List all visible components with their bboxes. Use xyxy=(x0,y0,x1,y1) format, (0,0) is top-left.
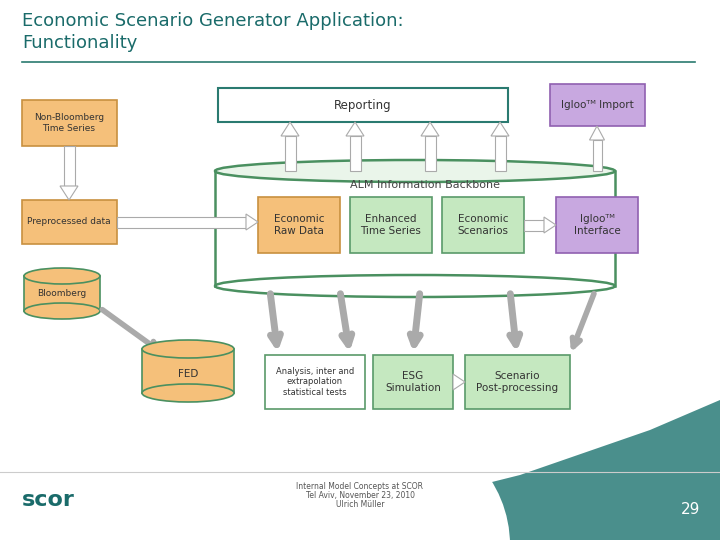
Bar xyxy=(550,84,645,126)
Text: Economic
Raw Data: Economic Raw Data xyxy=(274,214,324,236)
Bar xyxy=(142,349,234,393)
Text: Preprocessed data: Preprocessed data xyxy=(27,218,111,226)
Bar xyxy=(22,100,117,146)
Bar xyxy=(556,197,638,253)
Text: Internal Model Concepts at SCOR: Internal Model Concepts at SCOR xyxy=(297,482,423,491)
Text: ALM Information Backbone: ALM Information Backbone xyxy=(350,180,500,190)
Bar xyxy=(465,355,570,409)
Ellipse shape xyxy=(24,268,100,284)
Polygon shape xyxy=(491,122,509,136)
Bar xyxy=(495,136,505,171)
Text: Non-Bloomberg
Time Series: Non-Bloomberg Time Series xyxy=(34,113,104,133)
Text: scor: scor xyxy=(22,490,75,510)
Text: Ulrich Müller: Ulrich Müller xyxy=(336,500,384,509)
Polygon shape xyxy=(421,122,439,136)
Bar xyxy=(425,136,436,171)
Bar xyxy=(258,197,340,253)
Polygon shape xyxy=(280,400,720,540)
Bar xyxy=(218,88,508,122)
Bar xyxy=(63,146,74,186)
Bar xyxy=(117,217,246,227)
Bar xyxy=(442,197,524,253)
Bar xyxy=(24,276,100,311)
Text: Reporting: Reporting xyxy=(334,98,392,111)
Text: ESG
Simulation: ESG Simulation xyxy=(385,371,441,393)
Bar xyxy=(524,219,544,231)
Ellipse shape xyxy=(142,340,234,358)
Bar xyxy=(373,355,453,409)
Text: Economic
Scenarios: Economic Scenarios xyxy=(457,214,508,236)
Bar xyxy=(284,136,295,171)
Bar xyxy=(215,171,615,286)
Polygon shape xyxy=(281,122,299,136)
Polygon shape xyxy=(590,126,605,140)
Text: Analysis, inter and
extrapolation
statistical tests: Analysis, inter and extrapolation statis… xyxy=(276,367,354,397)
Ellipse shape xyxy=(142,384,234,402)
Circle shape xyxy=(270,425,510,540)
Polygon shape xyxy=(544,217,556,233)
Bar xyxy=(265,355,365,409)
Ellipse shape xyxy=(24,303,100,319)
Text: Bloomberg: Bloomberg xyxy=(37,288,86,298)
Text: Iglooᵀᴹ Import: Iglooᵀᴹ Import xyxy=(561,100,634,110)
Bar xyxy=(22,200,117,244)
Polygon shape xyxy=(453,374,465,390)
Text: 29: 29 xyxy=(680,503,700,517)
Bar xyxy=(350,197,432,253)
Text: Scenario
Post-processing: Scenario Post-processing xyxy=(476,371,558,393)
Polygon shape xyxy=(246,214,258,230)
Bar xyxy=(349,136,361,171)
Text: Economic Scenario Generator Application:
Functionality: Economic Scenario Generator Application:… xyxy=(22,12,404,52)
Ellipse shape xyxy=(215,275,615,297)
Text: Iglooᵀᴹ
Interface: Iglooᵀᴹ Interface xyxy=(574,214,621,236)
Text: FED: FED xyxy=(178,369,198,379)
Ellipse shape xyxy=(215,160,615,182)
Text: Enhanced
Time Series: Enhanced Time Series xyxy=(361,214,421,236)
Polygon shape xyxy=(346,122,364,136)
Bar xyxy=(593,140,601,171)
Text: Tel Aviv, November 23, 2010: Tel Aviv, November 23, 2010 xyxy=(305,491,415,500)
Polygon shape xyxy=(60,186,78,200)
